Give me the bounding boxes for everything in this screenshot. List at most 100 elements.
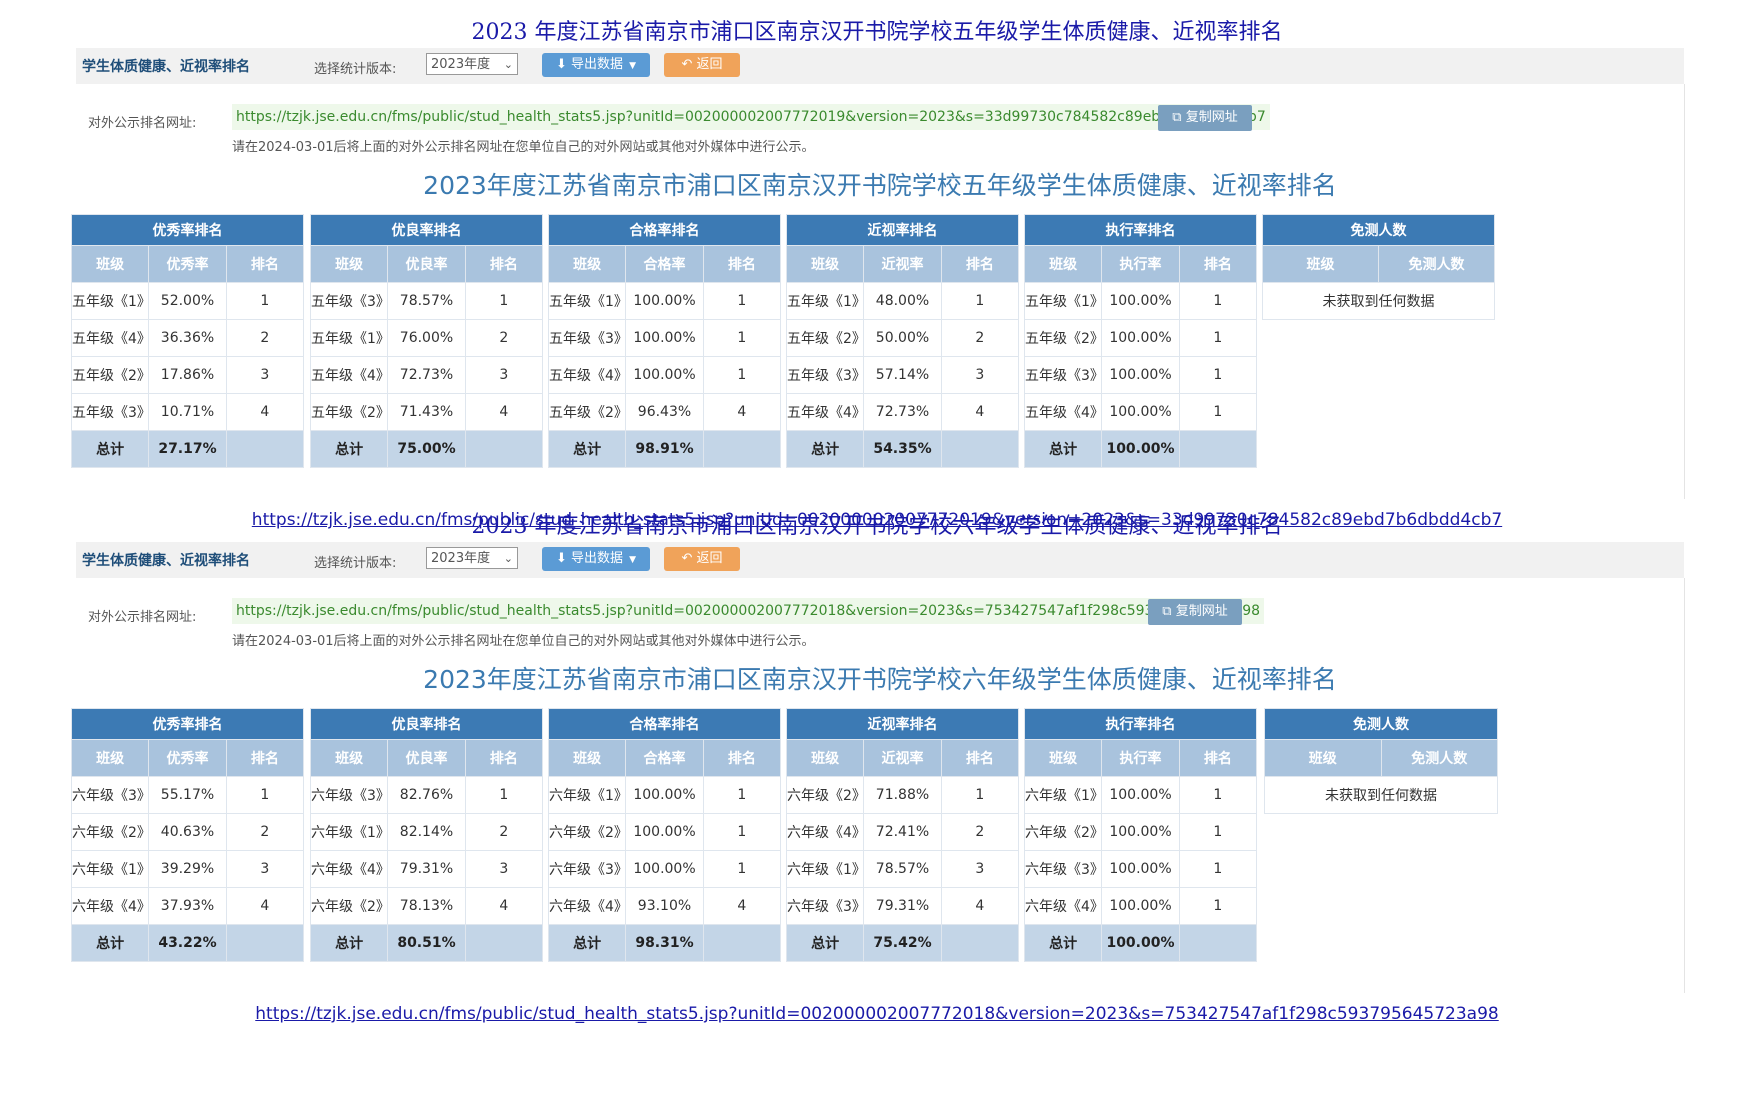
back-button[interactable]: ↶ 返回 <box>664 53 740 77</box>
public-url-field[interactable]: https://tzjk.jse.edu.cn/fms/public/stud_… <box>232 598 1265 624</box>
export-data-button[interactable]: ⬇ 导出数据 ▼ <box>542 547 650 571</box>
class-column-header: 班级 <box>70 739 150 777</box>
panel-title: 2023年度江苏省南京市浦口区南京汉开书院学校五年级学生体质健康、近视率排名 <box>423 171 1337 200</box>
table-row: 六年级《4》班37.93%4 <box>70 887 305 925</box>
table-row: 六年级《3》班100.00%1 <box>1023 850 1258 888</box>
total-rank-empty <box>225 924 305 962</box>
rank-cell: 3 <box>464 850 544 888</box>
rank-cell: 1 <box>702 319 782 357</box>
caret-down-icon: ▼ <box>629 61 637 71</box>
class-cell: 五年级《4》班 <box>70 319 150 357</box>
toolbar-title: 学生体质健康、近视率排名 <box>82 553 250 569</box>
total-label: 总计 <box>1023 430 1103 468</box>
rate-cell: 100.00% <box>625 850 704 888</box>
toolbar-title: 学生体质健康、近视率排名 <box>82 59 250 75</box>
rank-cell: 4 <box>464 393 544 431</box>
total-label: 总计 <box>785 924 865 962</box>
table-row: 六年级《2》班78.13%4 <box>309 887 544 925</box>
total-value: 98.91% <box>625 430 704 468</box>
footer-url-link[interactable]: https://tzjk.jse.edu.cn/fms/public/stud_… <box>255 1004 1499 1024</box>
rate-cell: 100.00% <box>1101 776 1180 814</box>
ranking-section-grade6: 2023 年度江苏省南京市浦口区南京汉开书院学校六年级学生体质健康、近视率排名 … <box>0 494 1754 1051</box>
group-title: 执行率排名 <box>1024 708 1257 740</box>
exempt-col-count: 免测人数 <box>1380 739 1498 777</box>
back-button[interactable]: ↶ 返回 <box>664 547 740 571</box>
copy-icon: ⧉ <box>1162 604 1172 619</box>
total-value: 54.35% <box>863 430 942 468</box>
table-row: 五年级《4》班100.00%1 <box>547 356 782 394</box>
rank-cell: 1 <box>1178 813 1258 851</box>
table-row: 六年级《2》班71.88%1 <box>785 776 1020 814</box>
total-label: 总计 <box>785 430 865 468</box>
rate-cell: 100.00% <box>625 813 704 851</box>
version-select[interactable]: 2023年度 ⌄ <box>426 53 518 75</box>
rate-column-header: 合格率 <box>625 739 704 777</box>
class-cell: 六年级《3》班 <box>309 776 389 814</box>
rank-cell: 1 <box>1178 850 1258 888</box>
table-row: 六年级《4》班79.31%3 <box>309 850 544 888</box>
table-row: 六年级《3》班100.00%1 <box>547 850 782 888</box>
rate-cell: 50.00% <box>863 319 942 357</box>
footer-url-link[interactable]: https://tzjk.jse.edu.cn/fms/public/stud_… <box>251 510 1503 530</box>
class-cell: 六年级《3》班 <box>785 887 865 925</box>
group-title: 优良率排名 <box>310 214 543 246</box>
rank-cell: 1 <box>225 776 305 814</box>
public-url-field[interactable]: https://tzjk.jse.edu.cn/fms/public/stud_… <box>232 104 1270 130</box>
rate-column-header: 合格率 <box>625 245 704 283</box>
rate-cell: 72.41% <box>863 813 942 851</box>
table-row: 六年级《2》班100.00%1 <box>547 813 782 851</box>
rank-cell: 3 <box>940 850 1020 888</box>
class-cell: 六年级《1》班 <box>547 776 627 814</box>
class-cell: 五年级《3》班 <box>309 282 389 320</box>
rate-column-header: 优良率 <box>387 245 466 283</box>
table-row: 六年级《3》班82.76%1 <box>309 776 544 814</box>
rate-column-header: 近视率 <box>863 739 942 777</box>
class-cell: 五年级《2》班 <box>70 356 150 394</box>
rate-cell: 100.00% <box>625 319 704 357</box>
rank-column-header: 排名 <box>702 739 782 777</box>
rank-cell: 3 <box>940 356 1020 394</box>
rank-cell: 1 <box>1178 282 1258 320</box>
excellent-rate-table: 优秀率排名班级优秀率排名五年级《1》班52.00%1五年级《4》班36.36%2… <box>70 214 305 468</box>
public-url-label: 对外公示排名网址: <box>88 610 197 625</box>
class-column-header: 班级 <box>1023 245 1103 283</box>
rank-cell: 4 <box>940 393 1020 431</box>
class-cell: 六年级《4》班 <box>309 850 389 888</box>
table-row: 五年级《2》班100.00%1 <box>1023 319 1258 357</box>
rank-column-header: 排名 <box>1178 739 1258 777</box>
total-value: 43.22% <box>148 924 227 962</box>
rank-cell: 3 <box>225 356 305 394</box>
group-title: 近视率排名 <box>786 708 1019 740</box>
total-rank-empty <box>940 430 1020 468</box>
rate-cell: 71.88% <box>863 776 942 814</box>
rate-cell: 78.57% <box>863 850 942 888</box>
total-row: 总计 54.35% <box>785 430 1020 468</box>
version-select[interactable]: 2023年度 ⌄ <box>426 547 518 569</box>
total-value: 80.51% <box>387 924 466 962</box>
rate-cell: 57.14% <box>863 356 942 394</box>
document-title: 2023 年度江苏省南京市浦口区南京汉开书院学校六年级学生体质健康、近视率排名 <box>471 514 1283 539</box>
rate-cell: 78.57% <box>387 282 466 320</box>
table-row: 五年级《3》班10.71%4 <box>70 393 305 431</box>
total-value: 100.00% <box>1101 924 1180 962</box>
rank-cell: 1 <box>1178 887 1258 925</box>
table-row: 五年级《4》班100.00%1 <box>1023 393 1258 431</box>
table-row: 五年级《1》班100.00%1 <box>547 282 782 320</box>
rate-cell: 100.00% <box>625 776 704 814</box>
rate-cell: 100.00% <box>1101 393 1180 431</box>
copy-url-button[interactable]: ⧉ 复制网址 <box>1148 599 1242 625</box>
class-column-header: 班级 <box>547 739 627 777</box>
rate-cell: 100.00% <box>1101 356 1180 394</box>
class-cell: 六年级《1》班 <box>785 850 865 888</box>
table-row: 六年级《1》班82.14%2 <box>309 813 544 851</box>
class-cell: 五年级《4》班 <box>785 393 865 431</box>
copy-url-button[interactable]: ⧉ 复制网址 <box>1158 105 1252 131</box>
class-cell: 六年级《3》班 <box>547 850 627 888</box>
export-data-button[interactable]: ⬇ 导出数据 ▼ <box>542 53 650 77</box>
total-row: 总计 80.51% <box>309 924 544 962</box>
class-cell: 五年级《4》班 <box>547 356 627 394</box>
table-row: 六年级《2》班40.63%2 <box>70 813 305 851</box>
rank-cell: 1 <box>464 282 544 320</box>
table-row: 五年级《4》班72.73%4 <box>785 393 1020 431</box>
rate-cell: 93.10% <box>625 887 704 925</box>
